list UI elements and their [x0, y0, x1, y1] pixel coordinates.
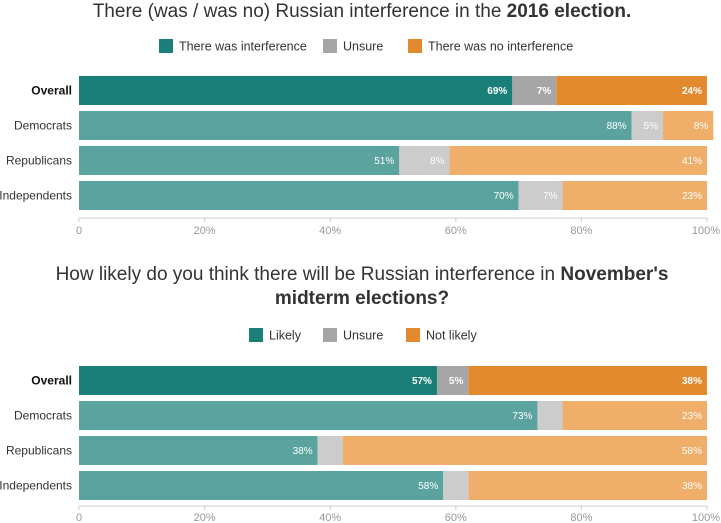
chart-midterm-elections: How likely do you think there will be Ru… — [0, 264, 720, 523]
category-label-democrats: Democrats — [14, 409, 72, 423]
data-label-overall-there-was-interference: 69% — [487, 86, 507, 97]
x-tick-label-20: 20% — [194, 512, 216, 523]
chart-1-legend: There was interference Unsure There was no… — [159, 39, 573, 54]
bar-independents-there-was-interference — [79, 181, 519, 210]
chart-1-title: There (was / was no) Russian interferenc… — [93, 1, 632, 22]
bar-democrats-likely — [79, 401, 538, 430]
bar-republicans-there-was-no-interference — [449, 146, 707, 175]
bar-republicans-not-likely — [342, 436, 707, 465]
data-label-overall-not-likely: 38% — [682, 376, 702, 387]
category-label-democrats: Democrats — [14, 119, 72, 133]
data-label-overall-unsure: 5% — [449, 376, 464, 387]
legend-label-not-likely: Not likely — [426, 329, 477, 343]
chart-2-x-axis: 0 20% 40% 60% 80% 100% — [76, 505, 720, 523]
category-label-independents: Independents — [0, 479, 72, 493]
bar-republicans-there-was-interference — [79, 146, 400, 175]
x-tick-label-100: 100% — [692, 225, 720, 237]
bar-independents-unsure — [443, 471, 469, 500]
bar-overall-unsure — [512, 76, 557, 105]
data-label-democrats-there-was-interference: 88% — [607, 121, 627, 132]
legend-swatch-likely — [249, 328, 263, 342]
data-label-republicans-likely: 38% — [293, 446, 313, 457]
data-label-independents-likely: 58% — [418, 481, 438, 492]
x-tick-label-60: 60% — [445, 225, 467, 237]
chart-2-legend: Likely Unsure Not likely — [249, 328, 477, 343]
chart-1-x-axis: 0 20% 40% 60% 80% 100% — [76, 217, 720, 237]
bar-overall-not-likely — [468, 366, 707, 395]
data-label-republicans-not-likely: 58% — [682, 446, 702, 457]
bar-overall-unsure — [436, 366, 469, 395]
data-label-republicans-there-was-no-interference: 41% — [682, 156, 702, 167]
bar-independents-not-likely — [468, 471, 707, 500]
category-label-republicans: Republicans — [6, 154, 72, 168]
x-tick-label-20: 20% — [194, 225, 216, 237]
bar-overall-there-was-no-interference — [556, 76, 707, 105]
bar-overall-likely — [79, 366, 437, 395]
data-label-democrats-not-likely: 23% — [682, 411, 702, 422]
data-label-overall-there-was-no-interference: 24% — [682, 86, 702, 97]
category-label-overall: Overall — [31, 84, 72, 98]
data-label-democrats-unsure: 5% — [644, 121, 659, 132]
x-tick-label-100: 100% — [692, 512, 720, 523]
data-label-overall-likely: 57% — [412, 376, 432, 387]
data-label-democrats-likely: 73% — [512, 411, 532, 422]
x-tick-label-40: 40% — [319, 512, 341, 523]
legend-swatch-unsure — [323, 39, 337, 53]
x-tick-label-80: 80% — [570, 512, 592, 523]
bar-democrats-unsure — [631, 111, 664, 140]
legend-swatch-not-likely — [406, 328, 420, 342]
bar-independents-likely — [79, 471, 444, 500]
data-label-republicans-there-was-interference: 51% — [374, 156, 394, 167]
chart-2016-election: There (was / was no) Russian interferenc… — [0, 1, 720, 237]
legend-swatch-there-was-no-interference — [408, 39, 422, 53]
bar-overall-there-was-interference — [79, 76, 513, 105]
data-label-independents-not-likely: 38% — [682, 481, 702, 492]
bar-republicans-unsure — [317, 436, 343, 465]
x-tick-label-0: 0 — [76, 512, 82, 523]
category-label-republicans: Republicans — [6, 444, 72, 458]
data-label-independents-unsure: 7% — [543, 191, 558, 202]
legend-label-there-was-interference: There was interference — [179, 40, 307, 54]
bar-democrats-there-was-no-interference — [663, 111, 714, 140]
category-label-overall: Overall — [31, 374, 72, 388]
category-label-independents: Independents — [0, 189, 72, 203]
legend-label-likely: Likely — [269, 329, 302, 343]
data-label-democrats-there-was-no-interference: 8% — [694, 121, 709, 132]
bar-republicans-unsure — [399, 146, 450, 175]
bar-independents-there-was-no-interference — [562, 181, 707, 210]
bar-democrats-not-likely — [562, 401, 707, 430]
data-label-overall-unsure: 7% — [537, 86, 552, 97]
bar-independents-unsure — [518, 181, 563, 210]
chart-2-title-line-1: How likely do you think there will be Ru… — [56, 264, 669, 285]
x-tick-label-40: 40% — [319, 225, 341, 237]
x-tick-label-0: 0 — [76, 225, 82, 237]
legend-label-unsure: Unsure — [343, 329, 383, 343]
chart-2-title-line-2: midterm elections? — [275, 288, 449, 309]
legend-swatch-unsure — [323, 328, 337, 342]
legend-swatch-there-was-interference — [159, 39, 173, 53]
bar-democrats-there-was-interference — [79, 111, 632, 140]
bar-democrats-unsure — [537, 401, 563, 430]
chart-2-bars: Overall 57% 5% 38% Democrats 73% 23% Republican… — [0, 366, 707, 500]
data-label-independents-there-was-interference: 70% — [494, 191, 514, 202]
data-label-republicans-unsure: 8% — [430, 156, 445, 167]
x-tick-label-80: 80% — [570, 225, 592, 237]
chart-1-bars: Overall 69% 7% 24% Democrats 88% 5% 8% Republica… — [0, 76, 714, 210]
x-tick-label-60: 60% — [445, 512, 467, 523]
legend-label-there-was-no-interference: There was no interference — [428, 40, 573, 54]
data-label-independents-there-was-no-interference: 23% — [682, 191, 702, 202]
bar-republicans-likely — [79, 436, 318, 465]
legend-label-unsure: Unsure — [343, 40, 383, 54]
